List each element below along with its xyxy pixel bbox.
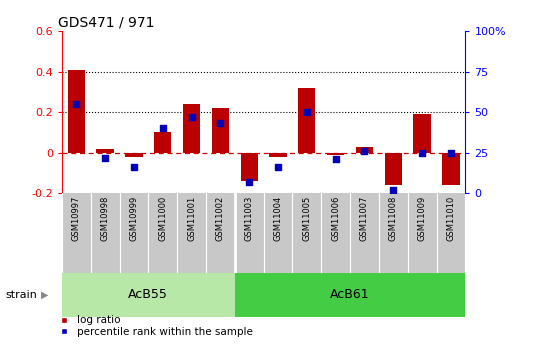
Bar (62, 273, 235, 317)
Text: GSM11004: GSM11004 (273, 196, 282, 241)
Bar (240, 152, 258, 181)
Bar (442, 152, 459, 185)
Bar (270, 152, 287, 157)
Point (130, 165, 138, 170)
Bar (298, 88, 315, 152)
Point (187, 114, 196, 120)
Point (158, 126, 167, 131)
Bar (68, 70, 85, 152)
Text: GSM10999: GSM10999 (130, 196, 138, 241)
Bar (235, 273, 465, 317)
Point (274, 165, 282, 170)
Text: GSM11010: GSM11010 (447, 196, 456, 241)
Point (72, 101, 81, 107)
Text: GSM11005: GSM11005 (302, 196, 312, 241)
Text: ▶: ▶ (41, 290, 48, 300)
Text: GSM11003: GSM11003 (245, 196, 254, 241)
Point (302, 109, 311, 115)
Legend: log ratio, percentile rank within the sample: log ratio, percentile rank within the sa… (59, 314, 253, 338)
Text: GSM11007: GSM11007 (360, 196, 369, 241)
Text: GDS471 / 971: GDS471 / 971 (58, 16, 154, 30)
Text: strain: strain (5, 290, 37, 300)
Point (418, 150, 427, 155)
Point (360, 148, 369, 154)
Bar (414, 114, 431, 152)
Text: GSM10998: GSM10998 (101, 196, 110, 241)
Text: GSM11000: GSM11000 (158, 196, 167, 241)
Bar (183, 104, 200, 152)
Text: GSM11008: GSM11008 (389, 196, 398, 241)
Point (245, 179, 253, 185)
Bar (212, 108, 229, 152)
Bar (327, 152, 344, 155)
Bar (154, 132, 172, 152)
Text: GSM10997: GSM10997 (72, 196, 81, 241)
Bar (385, 152, 402, 185)
Bar (125, 152, 143, 157)
Text: AcB55: AcB55 (129, 288, 168, 302)
Point (447, 150, 455, 155)
Point (331, 156, 340, 162)
Bar (96, 149, 114, 152)
Text: GSM11006: GSM11006 (331, 196, 340, 241)
Text: AcB61: AcB61 (330, 288, 370, 302)
Text: GSM11009: GSM11009 (417, 196, 427, 241)
Point (101, 155, 109, 160)
Point (389, 187, 398, 193)
Bar (356, 147, 373, 152)
Text: GSM11001: GSM11001 (187, 196, 196, 241)
Text: GSM11002: GSM11002 (216, 196, 225, 241)
Point (216, 121, 225, 126)
